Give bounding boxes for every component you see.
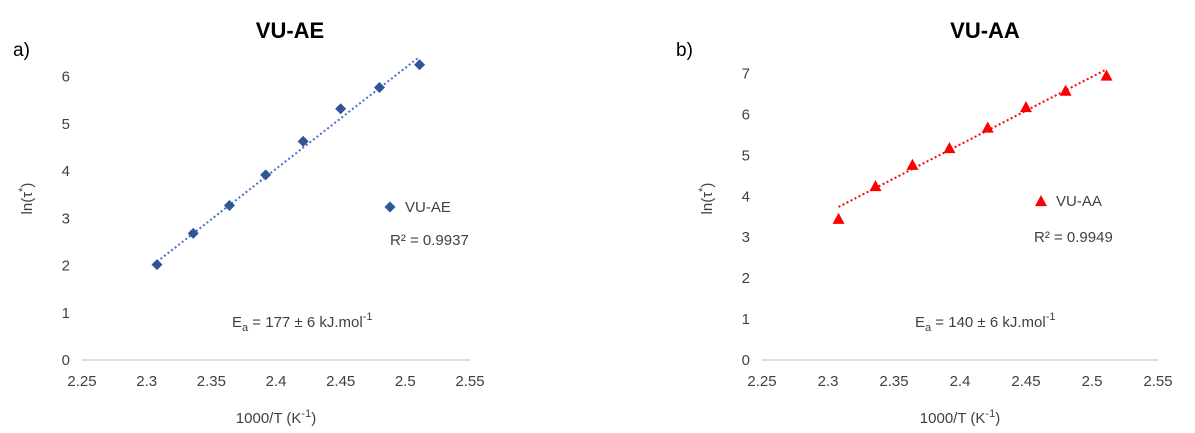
- annotation-main: = 177 ± 6 kJ.mol: [248, 314, 363, 331]
- x-axis-label-tail: ): [311, 410, 316, 427]
- data-point: [869, 180, 882, 192]
- annotation-subscript: a: [242, 322, 249, 334]
- x-tick-label: 2.4: [266, 373, 287, 390]
- legend-label: VU-AE: [405, 199, 451, 216]
- legend: VU-AE: [384, 199, 451, 216]
- trendline: [156, 55, 421, 263]
- y-tick-label: 6: [62, 69, 70, 86]
- x-tick-label: 2.35: [879, 373, 908, 390]
- y-tick-label: 4: [742, 188, 750, 205]
- y-tick-label: 4: [62, 163, 70, 180]
- data-point: [260, 169, 272, 181]
- y-tick-label: 5: [62, 116, 70, 133]
- chart-title: VU-AA: [950, 18, 1020, 43]
- legend: VU-AA: [1035, 193, 1102, 210]
- x-tick-label: 2.5: [395, 373, 416, 390]
- annotation-main: = 140 ± 6 kJ.mol: [931, 314, 1046, 331]
- x-tick-label: 2.35: [197, 373, 226, 390]
- y-axis-label: ln(τ*): [697, 183, 716, 215]
- x-axis: 2.25 2.3 2.35 2.4 2.45 2.5 2.55: [67, 359, 485, 390]
- data-point: [335, 103, 347, 115]
- data-point: [223, 200, 235, 212]
- activation-energy-annotation: Ea = 140 ± 6 kJ.mol-1: [915, 311, 1055, 334]
- data-point: [297, 135, 309, 147]
- x-tick-label: 2.55: [455, 373, 484, 390]
- x-axis-label: 1000/T (K-1): [236, 408, 316, 427]
- x-tick-label: 2.5: [1082, 373, 1103, 390]
- x-axis-label-sup: -1: [985, 408, 995, 420]
- x-tick-label: 2.4: [950, 373, 971, 390]
- y-axis: 0 1 2 3 4 5 6: [62, 69, 70, 369]
- data-point: [1100, 69, 1113, 81]
- x-tick-label: 2.3: [136, 373, 157, 390]
- panel-label: a): [13, 40, 30, 61]
- y-axis-label-sup: *: [697, 187, 709, 192]
- x-tick-label: 2.45: [326, 373, 355, 390]
- data-point: [943, 141, 956, 154]
- y-tick-label: 1: [62, 305, 70, 322]
- data-points: [832, 69, 1113, 224]
- y-tick-label: 6: [742, 106, 750, 123]
- data-point: [981, 121, 994, 133]
- data-point: [373, 81, 385, 93]
- chart-title: VU-AE: [256, 18, 324, 43]
- y-tick-label: 5: [742, 147, 750, 164]
- x-tick-label: 2.45: [1011, 373, 1040, 390]
- annotation-prefix: E: [915, 314, 925, 331]
- y-axis-label-text: ln(τ: [699, 192, 716, 215]
- x-axis-label-text: 1000/T (K: [236, 410, 302, 427]
- y-axis-label-tail: ): [19, 183, 36, 188]
- x-axis: 2.25 2.3 2.35 2.4 2.45 2.5 2.55: [747, 359, 1173, 390]
- y-axis-label: ln(τ*): [17, 183, 36, 215]
- y-tick-label: 2: [742, 270, 750, 287]
- y-tick-label: 0: [742, 352, 750, 369]
- y-tick-label: 3: [62, 210, 70, 227]
- x-axis-label: 1000/T (K-1): [920, 408, 1000, 427]
- r-squared-label: R² = 0.9949: [1034, 229, 1113, 246]
- x-tick-label: 2.55: [1143, 373, 1172, 390]
- x-tick-label: 2.3: [818, 373, 839, 390]
- r-squared-label: R² = 0.9937: [390, 232, 469, 249]
- y-axis-label-sup: *: [17, 187, 29, 192]
- annotation-subscript: a: [925, 322, 932, 334]
- annotation-superscript: -1: [1046, 311, 1056, 323]
- legend-label: VU-AA: [1056, 193, 1102, 210]
- y-tick-label: 3: [742, 229, 750, 246]
- y-tick-label: 2: [62, 258, 70, 275]
- y-tick-label: 0: [62, 352, 70, 369]
- trendline: [838, 68, 1107, 208]
- x-axis-label-tail: ): [995, 410, 1000, 427]
- activation-energy-annotation: Ea = 177 ± 6 kJ.mol-1: [232, 311, 372, 334]
- legend-marker-icon: [384, 201, 396, 213]
- data-point: [832, 212, 845, 224]
- annotation-prefix: E: [232, 314, 242, 331]
- panel-label: b): [676, 40, 693, 61]
- y-axis-label-text: ln(τ: [19, 192, 36, 215]
- data-point: [151, 259, 163, 271]
- y-tick-label: 1: [742, 311, 750, 328]
- y-axis-label-tail: ): [699, 183, 716, 188]
- y-tick-label: 7: [742, 65, 750, 82]
- legend-marker-icon: [1035, 195, 1047, 207]
- annotation-superscript: -1: [363, 311, 373, 323]
- x-tick-label: 2.25: [67, 373, 96, 390]
- data-point: [187, 227, 199, 239]
- data-point: [414, 59, 426, 71]
- data-points: [151, 59, 426, 271]
- y-axis: 0 1 2 3 4 5 6 7: [742, 65, 750, 369]
- data-point: [1020, 101, 1032, 113]
- x-axis-label-text: 1000/T (K: [920, 410, 986, 427]
- data-point: [906, 158, 919, 170]
- x-tick-label: 2.25: [747, 373, 776, 390]
- x-axis-label-sup: -1: [301, 408, 311, 420]
- data-point: [1059, 84, 1072, 96]
